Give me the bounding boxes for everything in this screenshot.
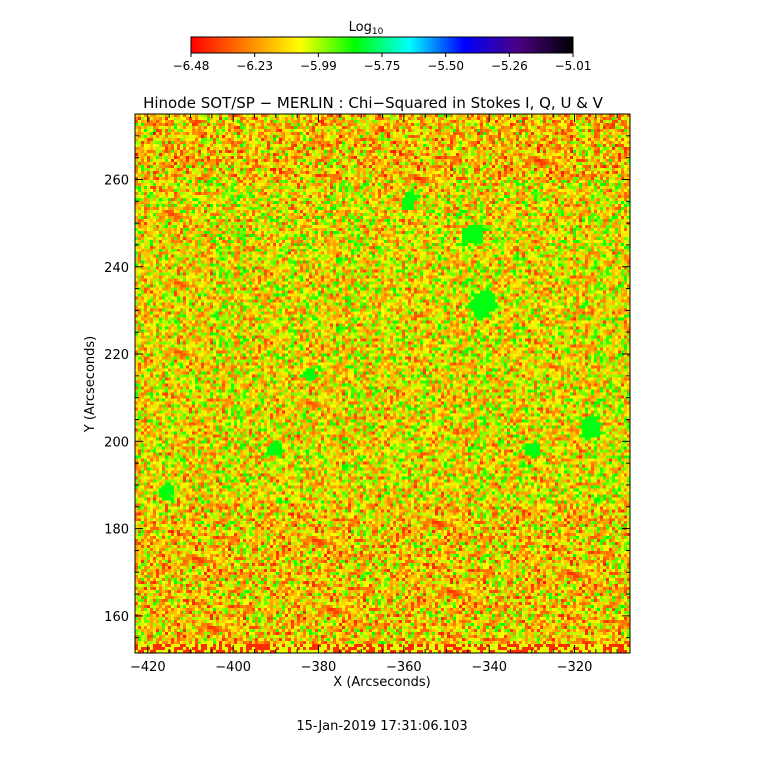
colorbar-tick-label: −5.50	[427, 59, 464, 73]
timestamp: 15-Jan-2019 17:31:06.103	[296, 719, 467, 734]
colorbar-label: Log10	[349, 20, 384, 37]
colorbar-ticks: −6.48 −6.23 −5.99 −5.75 −5.50 −5.26 −5.01	[173, 53, 592, 73]
colorbar-tick-label: −6.23	[236, 59, 273, 73]
colorbar-tick-label: −5.99	[300, 59, 337, 73]
colorbar-tick-label: −5.26	[491, 59, 528, 73]
heatmap-image	[135, 114, 630, 653]
x-axis: −420 −400 −380 −360 −340 −320	[130, 114, 618, 675]
x-axis-label: X (Arcseconds)	[333, 675, 430, 690]
y-tick-label: 220	[104, 348, 129, 363]
y-tick-label: 160	[104, 610, 129, 625]
colorbar-tick-label: −6.48	[173, 59, 210, 73]
colorbar: Log10 −6.48 −6.23 −5.99 −5.75 −5.50 −5.26 −5.0…	[173, 20, 592, 73]
y-tick-label: 240	[104, 261, 129, 276]
x-tick-label: −340	[471, 660, 507, 675]
plot-area: −420 −400 −380 −360 −340 −320 160 180 200 220 240…	[104, 113, 631, 675]
colorbar-gradient	[190, 36, 574, 54]
x-tick-label: −360	[386, 660, 422, 675]
y-axis-label: Y (Arcseconds)	[83, 336, 98, 433]
colorbar-tick-label: −5.75	[364, 59, 401, 73]
y-tick-label: 260	[104, 173, 129, 188]
x-tick-label: −420	[130, 660, 166, 675]
y-axis: 160 180 200 220 240 260	[104, 135, 630, 639]
y-tick-label: 200	[104, 435, 129, 450]
colorbar-tick-label: −5.01	[555, 59, 592, 73]
x-tick-label: −320	[557, 660, 593, 675]
y-tick-label: 180	[104, 523, 129, 538]
chart-title: Hinode SOT/SP − MERLIN : Chi−Squared in …	[143, 94, 604, 112]
x-tick-label: −400	[215, 660, 251, 675]
x-tick-label: −380	[301, 660, 337, 675]
